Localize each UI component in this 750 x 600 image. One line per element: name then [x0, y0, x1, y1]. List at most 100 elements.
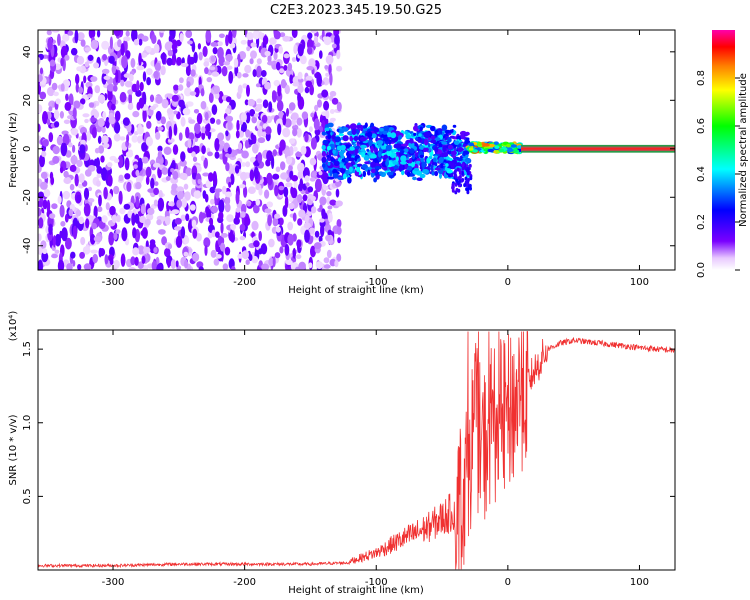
spectrogram-cell — [319, 50, 323, 59]
spectrogram-cell — [103, 75, 111, 80]
spectrogram-cell — [172, 170, 179, 180]
spectrogram-cell — [309, 84, 314, 96]
spectrogram-cell — [75, 209, 81, 217]
spectrogram-cell — [38, 207, 42, 217]
spectrogram-cell — [218, 199, 225, 214]
spectrogram-cell — [98, 194, 102, 207]
spectrogram-cell — [267, 61, 275, 66]
spectrogram-cell — [202, 46, 208, 57]
spectrogram-cell — [348, 150, 355, 155]
spectrogram-cell — [46, 30, 52, 36]
spectrogram-cell — [303, 222, 311, 229]
spectrogram-cell — [463, 183, 467, 188]
spectrogram-cell — [253, 113, 259, 118]
spectrogram-cell — [251, 220, 259, 231]
spectrogram-cell — [257, 128, 263, 138]
spectrogram-cell — [238, 130, 244, 138]
spectrogram-cell — [466, 187, 470, 192]
spectrogram-cell — [252, 204, 260, 214]
spectrogram-cell — [108, 116, 116, 125]
spectrogram-cell — [240, 39, 247, 45]
spectrogram-cell — [116, 214, 121, 223]
spectrogram-cell — [68, 208, 74, 217]
spectrogram-cell — [468, 163, 472, 168]
spectrogram-cell — [171, 183, 178, 193]
spectrogram-cell — [210, 249, 217, 258]
spectrogram-cell — [68, 142, 73, 148]
spectrogram-cell — [336, 253, 342, 262]
spectrogram-cell — [192, 156, 198, 162]
spectrogram-cell — [323, 36, 332, 46]
spectrogram-cell — [199, 212, 207, 219]
spectrogram-cell — [370, 168, 376, 174]
spectrogram-cell — [184, 191, 191, 201]
spectrogram-cell — [431, 171, 436, 176]
spectrogram-cell — [348, 166, 353, 173]
spectrogram-cell — [240, 112, 247, 123]
spectrogram-cell — [141, 35, 149, 42]
spectrogram-cell — [321, 131, 327, 136]
spectrogram-cell — [43, 189, 51, 198]
spectrogram-cell — [255, 198, 261, 206]
spectrogram-cell — [338, 133, 344, 137]
spectrogram-cell — [274, 184, 279, 197]
spectrogram-cell — [421, 161, 426, 169]
spectrogram-cell — [164, 215, 171, 226]
spectrogram-cell — [363, 154, 370, 161]
spectrogram-cell — [246, 46, 251, 52]
spectrogram-cell — [400, 160, 407, 165]
spectrogram-cell — [324, 65, 329, 70]
spectrogram-cell — [430, 135, 436, 140]
x-tick-label: -200 — [233, 577, 256, 588]
spectrogram-cell — [334, 180, 342, 187]
spectrogram-cell — [84, 118, 89, 124]
spectrogram-cell — [47, 37, 53, 51]
spectrogram-cell — [106, 83, 115, 92]
spectrogram-cell — [181, 173, 188, 181]
spectrogram-cell — [132, 110, 140, 118]
spectrogram-cell — [60, 83, 65, 92]
spectrogram-cell — [193, 109, 200, 114]
spectrogram-cell — [224, 203, 231, 213]
spectrogram-cell — [191, 219, 197, 228]
spectrogram-cell — [302, 194, 308, 202]
spectrogram-cell — [422, 147, 429, 152]
spectrogram-cell — [418, 133, 422, 137]
spectrogram-cell — [291, 57, 297, 62]
spectrogram-cell — [209, 217, 213, 226]
spectrogram-cell — [103, 186, 108, 200]
spectrogram-cell — [175, 39, 182, 47]
spectrogram-cell — [40, 171, 48, 179]
spectrogram-cell — [287, 221, 294, 231]
spectrogram-cell — [39, 154, 45, 168]
spectrogram-cell — [454, 182, 458, 187]
spectrogram-cell — [59, 204, 65, 218]
spectrogram-cell — [139, 215, 147, 223]
spectrogram-cell — [304, 86, 310, 94]
spectrogram-cell — [228, 71, 234, 84]
spectrogram-cell — [242, 83, 248, 89]
spectrogram-cell — [78, 216, 85, 225]
spectrogram-cell — [88, 198, 95, 203]
spectrogram-cell — [455, 178, 459, 183]
spectrogram-cell — [211, 71, 220, 77]
spectrogram-cell — [102, 142, 110, 149]
spectrogram-cell — [398, 135, 402, 140]
spectrogram-cell — [512, 148, 518, 153]
spectrogram-cell — [295, 254, 302, 260]
spectrogram-cell — [228, 30, 233, 44]
spectrogram-cell — [184, 87, 192, 97]
spectrogram-cell — [245, 131, 252, 137]
spectrogram-cell — [171, 39, 178, 51]
spectrogram-cell — [218, 91, 224, 104]
spectrogram-cell — [280, 79, 287, 89]
spectrogram-cell — [383, 154, 389, 159]
spectrogram-cell — [349, 136, 353, 142]
spectrogram-cell — [308, 58, 316, 69]
spectrogram-cell — [52, 155, 60, 164]
spectrogram-cell — [309, 227, 315, 234]
spectrogram-cell — [80, 139, 86, 145]
spectrogram-cell — [316, 73, 323, 87]
snr-x-ticks: -300 -200 -100 0 100 — [102, 330, 649, 588]
spectrogram-cell — [195, 145, 200, 154]
